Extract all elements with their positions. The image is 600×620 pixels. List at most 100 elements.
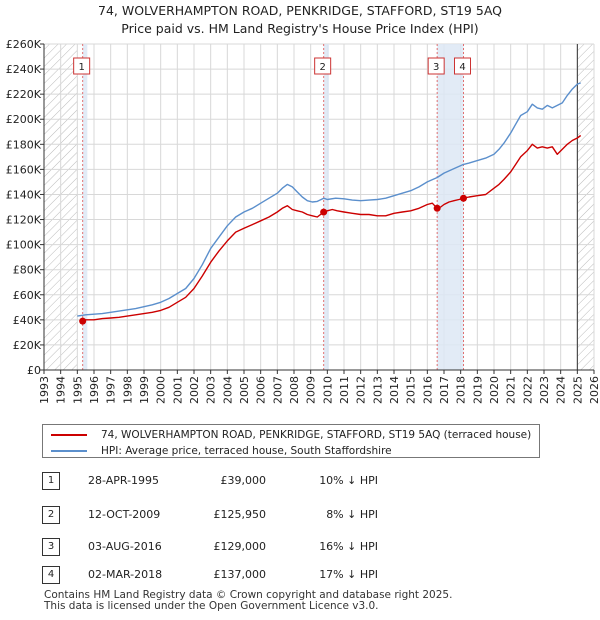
sale-price: £39,000 <box>220 474 267 487</box>
sale-number-badge: 1 <box>42 472 60 490</box>
x-tick-label: 2023 <box>538 376 551 404</box>
plot-area <box>44 44 594 370</box>
sale-point <box>433 204 441 212</box>
chart-title: 74, WOLVERHAMPTON ROAD, PENKRIDGE, STAFF… <box>0 2 600 38</box>
sale-hpi-diff: 17% ↓ HPI <box>319 568 378 581</box>
sale-date: 28-APR-1995 <box>88 474 160 487</box>
x-tick-label: 1996 <box>88 376 101 404</box>
y-tick-label: £180K <box>6 138 42 151</box>
sale-price: £125,950 <box>213 508 267 521</box>
footer-copyright: Contains HM Land Registry data © Crown c… <box>44 589 453 601</box>
x-tick-label: 2019 <box>471 376 484 404</box>
x-tick-label: 1993 <box>38 376 51 404</box>
y-tick-label: £40K <box>13 314 42 327</box>
footer: Contains HM Land Registry data © Crown c… <box>44 590 452 612</box>
x-tick-label: 1999 <box>138 376 151 404</box>
x-tick-label: 2001 <box>171 376 184 404</box>
sale-marker-number: 4 <box>459 62 465 73</box>
x-tick-label: 2014 <box>388 376 401 404</box>
legend-item-hpi: HPI: Average price, terraced house, Sout… <box>51 443 392 459</box>
x-tick-label: 2010 <box>321 376 334 404</box>
legend-swatch-hpi <box>51 450 87 452</box>
x-tick-label: 2021 <box>505 376 518 404</box>
footer-licence: This data is licensed under the Open Gov… <box>44 600 379 612</box>
sale-marker-label: 3 <box>427 57 445 75</box>
price-chart: £0 £20K £40K £60K £80K £100K £120K £140K £160K £1… <box>6 38 600 404</box>
sale-date: 02-MAR-2018 <box>88 568 163 581</box>
sale-price: £129,000 <box>213 540 267 553</box>
chart-title-line2: Price paid vs. HM Land Registry's House … <box>121 21 479 36</box>
sale-marker-label: 2 <box>314 57 332 75</box>
x-tick-label: 1995 <box>71 376 84 404</box>
sale-point <box>79 317 87 325</box>
sale-marker-box <box>73 57 91 75</box>
sale-number-badge: 2 <box>42 506 60 524</box>
x-tick-label: 1994 <box>55 376 68 404</box>
legend: 74, WOLVERHAMPTON ROAD, PENKRIDGE, STAFF… <box>42 424 540 458</box>
sale-point <box>320 208 328 216</box>
y-tick-label: £140K <box>6 188 42 201</box>
x-tick-label: 2002 <box>188 376 201 404</box>
y-tick-label: £160K <box>6 163 42 176</box>
sale-row: 2 12-OCT-2009 £125,950 8% ↓ HPI <box>42 506 562 526</box>
sale-marker-box <box>427 57 445 75</box>
x-tick-label: 2015 <box>405 376 418 404</box>
sale-number-badge: 3 <box>42 538 60 556</box>
x-tick-label: 2022 <box>521 376 534 404</box>
sale-shaded-region <box>82 44 88 370</box>
x-tick-label: 2020 <box>488 376 501 404</box>
y-tick-label: £80K <box>13 264 42 277</box>
x-tick-label: 2009 <box>305 376 318 404</box>
sale-row: 3 03-AUG-2016 £129,000 16% ↓ HPI <box>42 538 562 558</box>
sale-row: 4 02-MAR-2018 £137,000 17% ↓ HPI <box>42 566 562 586</box>
y-tick-label: £200K <box>6 113 42 126</box>
y-tick-label: £20K <box>13 339 42 352</box>
sale-point <box>460 194 467 202</box>
x-tick-label: 2025 <box>571 376 584 404</box>
sale-marker-number: 1 <box>78 62 84 73</box>
x-tick-label: 2000 <box>155 376 168 404</box>
x-tick-label: 2016 <box>421 376 434 404</box>
x-tick-label: 2007 <box>271 376 284 404</box>
legend-item-property: 74, WOLVERHAMPTON ROAD, PENKRIDGE, STAFF… <box>51 427 531 443</box>
sale-hpi-diff: 8% ↓ HPI <box>326 508 378 521</box>
x-tick-label: 1998 <box>121 376 134 404</box>
x-tick-label: 2005 <box>238 376 251 404</box>
y-tick-label: £100K <box>6 239 42 252</box>
x-tick-label: 2004 <box>221 376 234 404</box>
x-tick-label: 2018 <box>455 376 468 404</box>
x-tick-label: 2026 <box>588 376 600 404</box>
y-tick-label: £120K <box>6 214 42 227</box>
x-tick-label: 2017 <box>438 376 451 404</box>
y-tick-label: £220K <box>6 88 42 101</box>
legend-label-property: 74, WOLVERHAMPTON ROAD, PENKRIDGE, STAFF… <box>101 429 532 441</box>
sale-price: £137,000 <box>213 568 267 581</box>
x-tick-label: 2012 <box>355 376 368 404</box>
sale-marker-number: 2 <box>319 62 325 73</box>
sale-date: 03-AUG-2016 <box>88 540 162 553</box>
legend-label-hpi: HPI: Average price, terraced house, Sout… <box>101 445 392 457</box>
sale-shaded-region <box>323 44 329 370</box>
y-tick-label: £0 <box>27 364 41 377</box>
chart-title-line1: 74, WOLVERHAMPTON ROAD, PENKRIDGE, STAFF… <box>98 3 502 18</box>
sale-number-badge: 4 <box>42 566 60 584</box>
sale-marker-label: 4 <box>454 57 471 75</box>
property-price-line <box>82 134 582 322</box>
x-tick-label: 1997 <box>105 376 118 404</box>
y-tick-label: £260K <box>6 38 42 51</box>
x-tick-label: 2013 <box>371 376 384 404</box>
x-tick-label: 2003 <box>205 376 218 404</box>
x-tick-label: 2006 <box>255 376 268 404</box>
x-tick-label: 2011 <box>338 376 351 404</box>
x-tick-label: 2008 <box>288 376 301 404</box>
y-tick-label: £240K <box>6 63 42 76</box>
hatched-region <box>577 44 594 370</box>
legend-swatch-property <box>51 434 87 436</box>
sale-hpi-diff: 10% ↓ HPI <box>319 474 378 487</box>
sale-hpi-diff: 16% ↓ HPI <box>319 540 378 553</box>
sale-row: 1 28-APR-1995 £39,000 10% ↓ HPI <box>42 472 562 492</box>
y-tick-label: £60K <box>13 289 42 302</box>
sale-marker-label: 1 <box>73 57 91 75</box>
sale-marker-box <box>454 57 471 75</box>
hpi-line <box>77 82 581 317</box>
